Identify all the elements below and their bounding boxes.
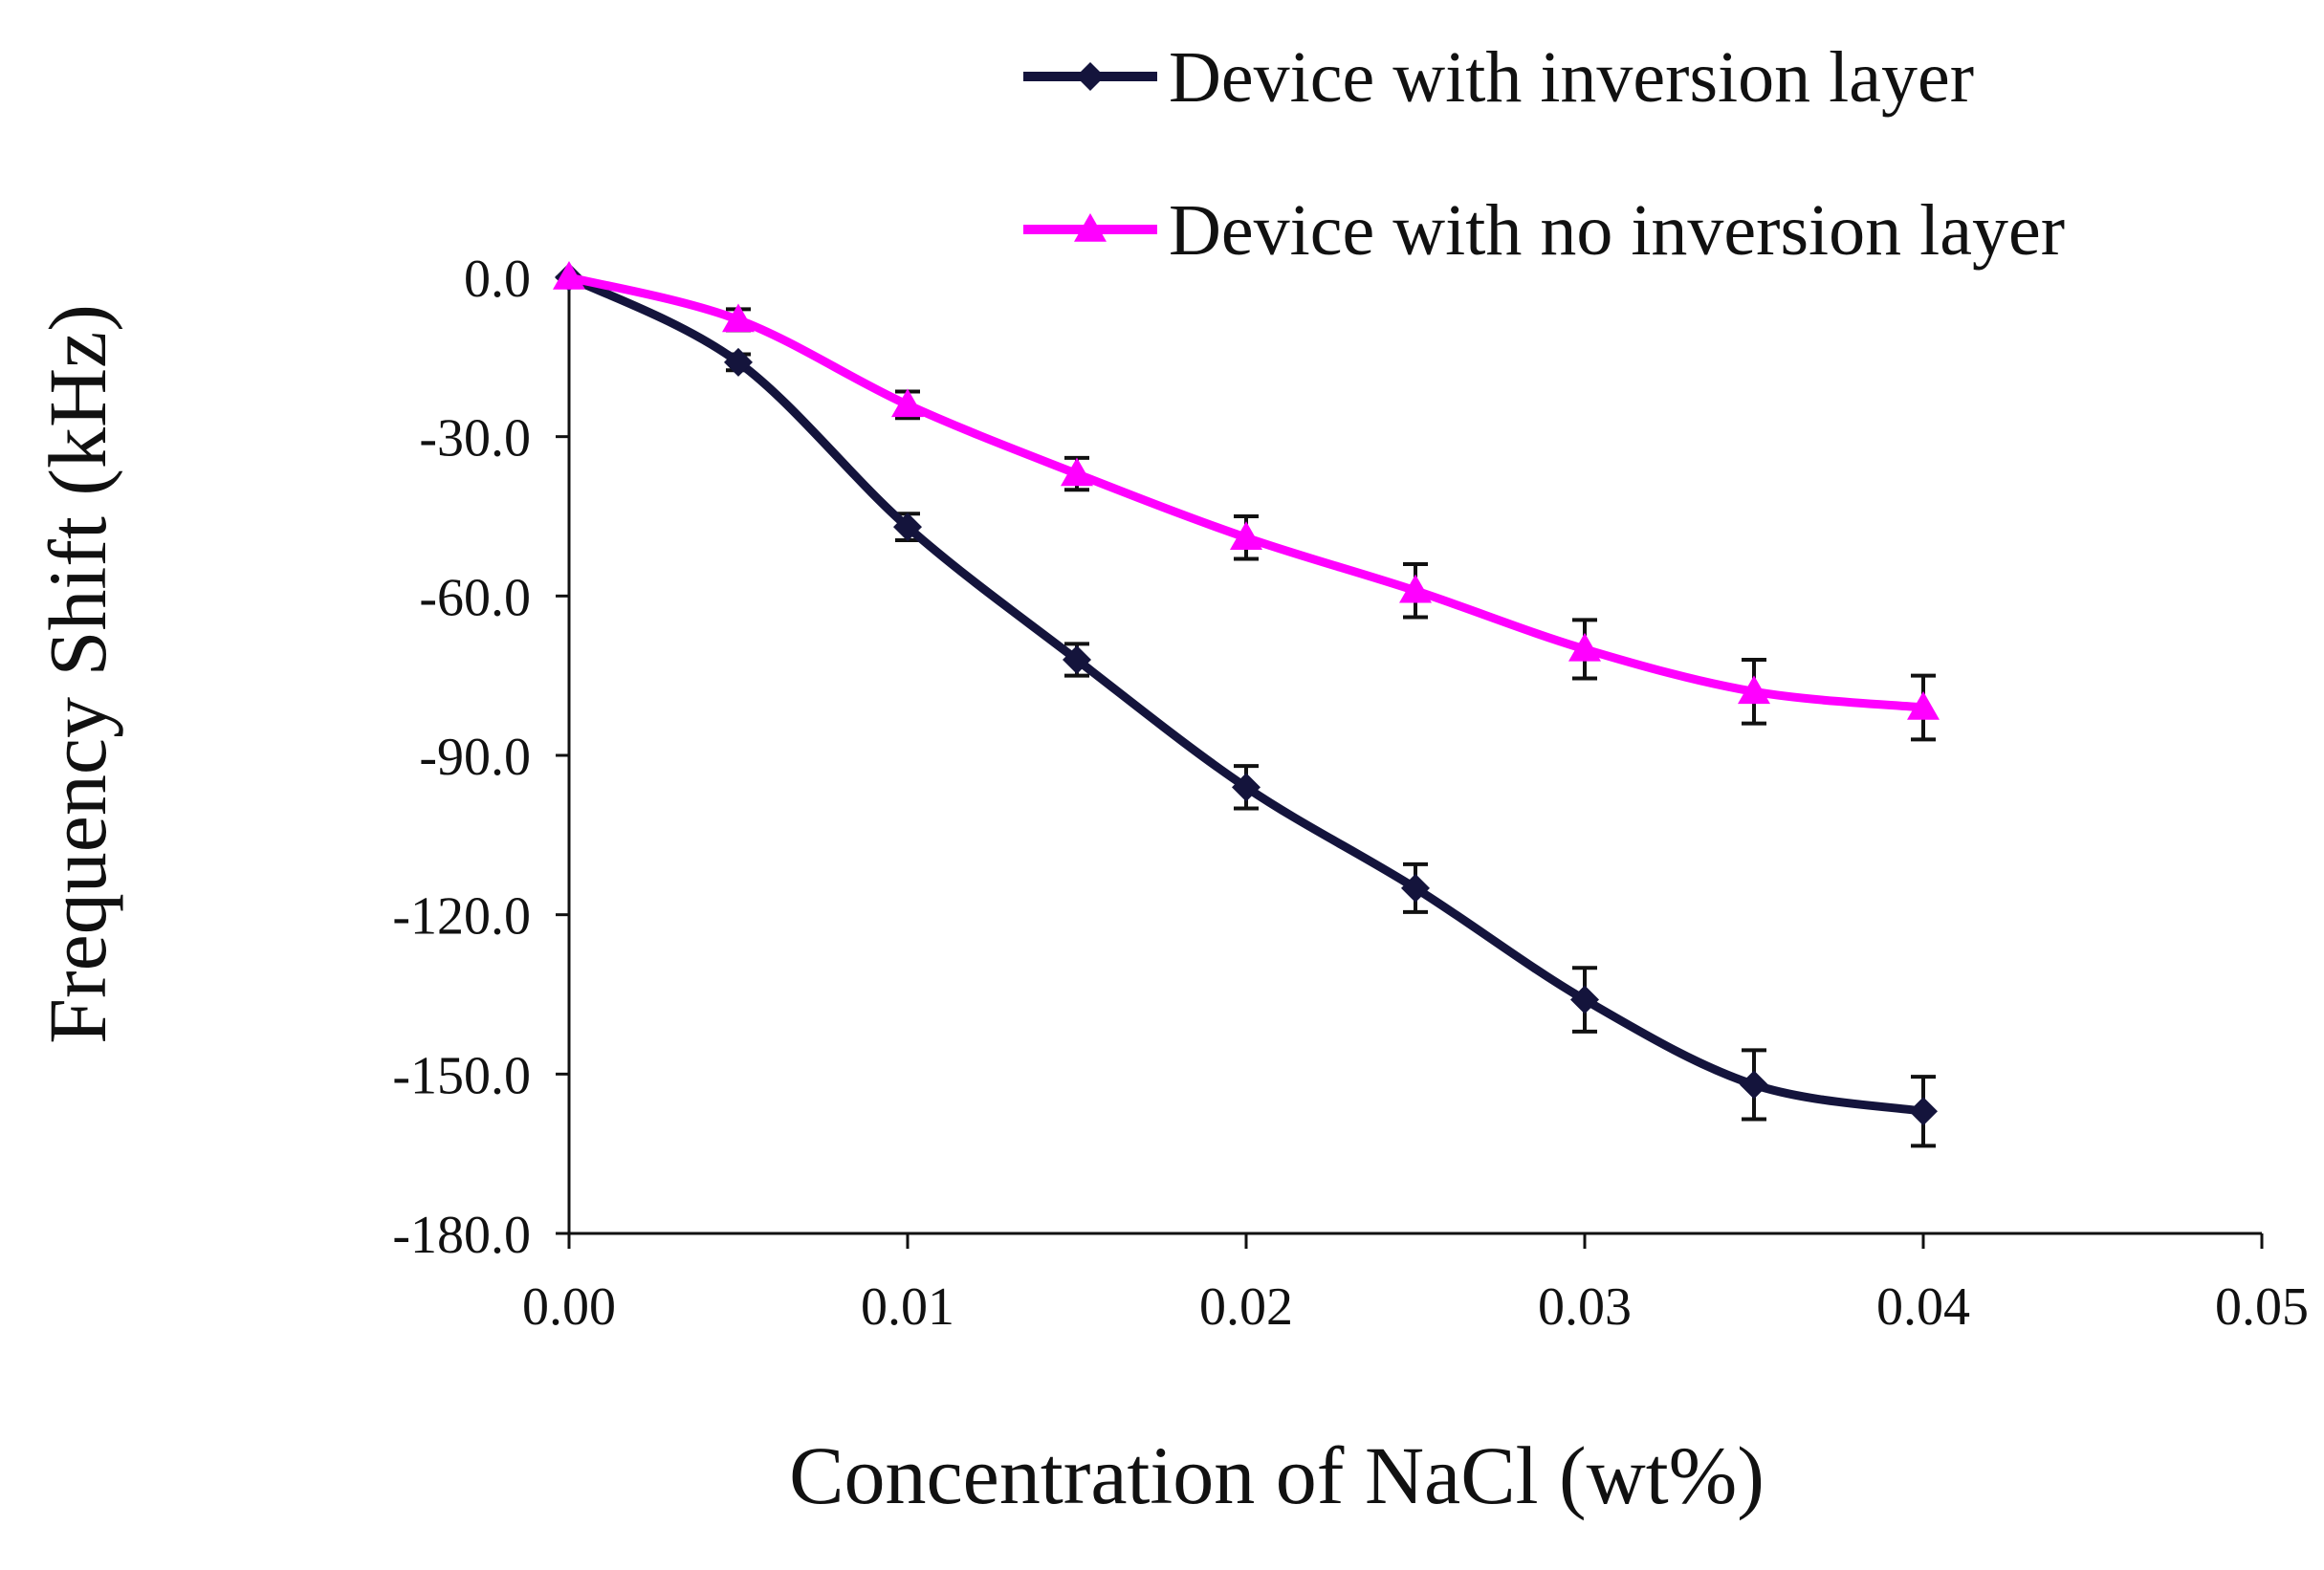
x-tick-label: 0.04: [1876, 1277, 1970, 1337]
series-line: [564, 273, 1928, 1116]
y-tick-label: 0.0: [464, 250, 531, 309]
data-point: [1570, 985, 1599, 1014]
data-point: [893, 512, 922, 542]
legend-label: Device with no inversion layer: [1169, 190, 2065, 271]
x-tick-label: 0.05: [2215, 1277, 2309, 1337]
series-2: [553, 261, 1940, 742]
series-layer: [553, 261, 1940, 1148]
data-point: [1232, 773, 1261, 802]
data-point: [1061, 457, 1093, 487]
series-line: [564, 273, 1928, 712]
legend-marker: [1076, 62, 1105, 91]
x-tick-label: 0.00: [522, 1277, 616, 1337]
data-point: [1738, 675, 1770, 705]
y-tick-label: -180.0: [392, 1206, 531, 1265]
series-1: [555, 263, 1938, 1148]
data-point: [1909, 1097, 1938, 1126]
data-point: [722, 303, 755, 333]
data-point: [553, 261, 585, 290]
x-tick-label: 0.01: [861, 1277, 954, 1337]
y-tick-label: -30.0: [419, 409, 531, 469]
x-axis-title: Concentration of NaCl (wt%): [789, 1429, 1765, 1521]
y-tick-label: -90.0: [419, 728, 531, 787]
legend-item: Device with inversion layer: [1023, 37, 1974, 118]
data-point: [1230, 521, 1262, 550]
x-tick-label: 0.03: [1538, 1277, 1632, 1337]
legend-label: Device with inversion layer: [1169, 37, 1974, 118]
axes: 0.0 -30.0 -60.0 -90.0 -120.0 -150.0 -180.0 0.00…: [392, 250, 2309, 1337]
y-axis-title: Frequency Shift (kHz): [32, 304, 123, 1044]
y-tick-label: -60.0: [419, 568, 531, 627]
data-point: [1399, 574, 1432, 603]
data-point: [724, 347, 753, 377]
legend-item: Device with no inversion layer: [1023, 190, 2065, 271]
y-tick-label: -120.0: [392, 887, 531, 947]
legend-marker: [1074, 213, 1107, 242]
data-point: [891, 388, 924, 418]
legend: Device with inversion layer Device with n…: [1023, 37, 2065, 271]
y-tick-label: -150.0: [392, 1046, 531, 1105]
data-point: [1401, 873, 1430, 903]
data-point: [1063, 645, 1091, 674]
x-tick-label: 0.02: [1199, 1277, 1293, 1337]
data-point: [1907, 691, 1940, 720]
data-point: [1740, 1070, 1768, 1100]
data-point: [1568, 632, 1601, 662]
